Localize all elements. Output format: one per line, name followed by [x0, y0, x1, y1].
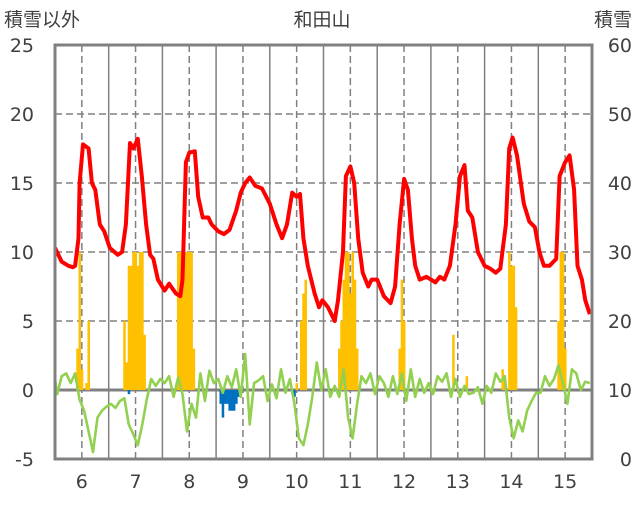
orange-bar: [127, 265, 131, 390]
right-tick-label: 50: [608, 104, 632, 126]
blue-bar: [293, 390, 296, 397]
x-tick-label: 8: [183, 471, 195, 493]
orange-bar: [87, 321, 90, 390]
orange-bar: [132, 252, 135, 390]
x-tick-label: 6: [76, 471, 88, 493]
orange-bar: [349, 293, 352, 390]
orange-bar: [452, 334, 455, 390]
orange-bar: [76, 348, 79, 390]
orange-bar: [351, 252, 355, 390]
orange-bar: [355, 348, 359, 390]
blue-bar: [228, 390, 231, 411]
orange-bar: [85, 383, 88, 390]
left-tick-label: 10: [10, 242, 34, 264]
orange-bar: [508, 252, 511, 390]
orange-bar: [304, 279, 308, 390]
orange-bar: [141, 252, 144, 390]
left-tick-label: 0: [22, 380, 34, 402]
blue-bar: [235, 390, 238, 404]
left-tick-label: 5: [22, 311, 34, 333]
left-tick-label: 25: [10, 35, 34, 57]
left-axis-label: 積雪以外: [4, 9, 80, 31]
orange-bar: [192, 348, 196, 390]
orange-bar: [143, 334, 146, 390]
orange-bar: [559, 252, 563, 390]
orange-bar: [179, 252, 182, 390]
orange-bar: [188, 252, 191, 390]
orange-bar: [134, 252, 137, 390]
orange-bar: [138, 252, 142, 390]
orange-bar: [136, 265, 140, 390]
right-tick-label: 20: [608, 311, 632, 333]
orange-bar: [342, 279, 346, 390]
blue-bar: [230, 390, 234, 411]
right-tick-label: 10: [608, 380, 632, 402]
x-tick-label: 14: [499, 471, 523, 493]
orange-bar: [557, 321, 560, 390]
orange-bar: [176, 252, 180, 390]
right-tick-label: 60: [608, 35, 632, 57]
green-line: [53, 352, 591, 454]
orange-bar: [398, 348, 401, 390]
blue-bar: [219, 390, 222, 404]
orange-bar: [402, 321, 406, 390]
orange-bar: [183, 252, 187, 390]
bars: [76, 252, 567, 418]
x-tick-label: 11: [338, 471, 362, 493]
blue-bar: [127, 390, 131, 395]
orange-bar: [510, 265, 513, 390]
blue-bar: [226, 390, 229, 404]
blue-bar: [237, 390, 240, 397]
orange-bar: [338, 348, 341, 390]
orange-bar: [185, 252, 189, 390]
x-tick-label: 15: [553, 471, 577, 493]
right-tick-label: 0: [620, 449, 632, 471]
orange-bar: [344, 252, 348, 390]
orange-bar: [123, 321, 126, 390]
left-tick-label: 15: [10, 173, 34, 195]
orange-bar: [190, 252, 193, 390]
x-tick-label: 10: [285, 471, 309, 493]
blue-bar: [232, 390, 236, 411]
orange-bar: [346, 252, 350, 390]
orange-bar: [125, 362, 129, 390]
orange-bar: [400, 279, 404, 390]
right-tick-label: 30: [608, 242, 632, 264]
x-tick-label: 7: [130, 471, 142, 493]
x-tick-label: 12: [392, 471, 416, 493]
orange-bar: [300, 321, 303, 390]
orange-bar: [561, 252, 565, 390]
blue-bar: [221, 390, 225, 418]
orange-bar: [465, 376, 469, 390]
red-line: [53, 135, 592, 323]
orange-bar: [78, 252, 82, 390]
orange-bar: [129, 265, 133, 390]
orange-bar: [80, 369, 84, 390]
lines: [53, 135, 592, 454]
orange-bar: [514, 307, 518, 390]
right-axis-label: 積雪: [594, 9, 632, 31]
left-tick-label: 20: [10, 104, 34, 126]
left-tick-label: -5: [15, 449, 34, 471]
x-tick-label: 9: [237, 471, 249, 493]
orange-bar: [353, 279, 357, 390]
orange-bar: [302, 293, 305, 390]
orange-bar: [340, 321, 343, 390]
orange-bar: [295, 383, 299, 390]
orange-bar: [512, 265, 516, 390]
x-tick-label: 13: [446, 471, 470, 493]
orange-bar: [181, 252, 184, 390]
right-tick-label: 40: [608, 173, 632, 195]
orange-bar: [564, 348, 567, 390]
plot-frame: [53, 43, 594, 461]
blue-bar: [223, 390, 227, 404]
chart-title: 和田山: [293, 9, 350, 31]
